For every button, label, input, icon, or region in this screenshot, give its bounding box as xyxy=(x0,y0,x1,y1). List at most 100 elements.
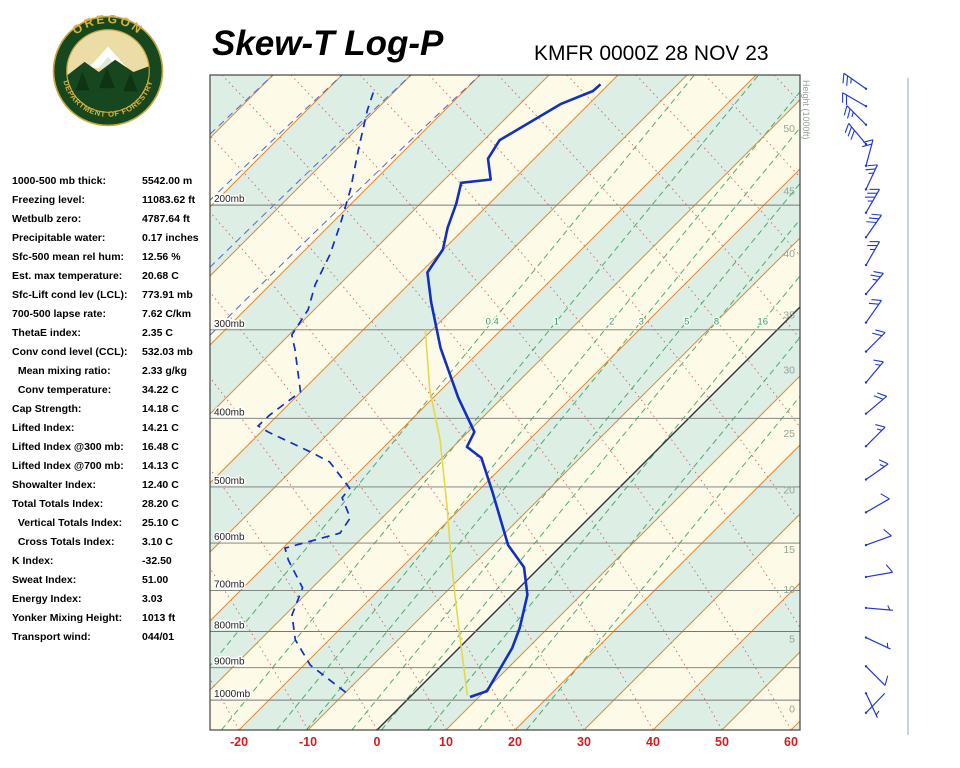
wetbulb-trace xyxy=(424,329,469,696)
index-label: Total Totals Index: xyxy=(12,498,104,510)
index-label: Sweat Index: xyxy=(12,574,77,586)
index-row: Cross Totals Index: 3.10 C xyxy=(12,533,212,552)
index-row: Yonker Mixing Height: 1013 ft xyxy=(12,609,212,628)
index-label: Yonker Mixing Height: xyxy=(12,612,123,624)
index-row: Sfc-Lift cond lev (LCL): 773.91 mb xyxy=(12,286,212,305)
wind-barb xyxy=(844,123,868,146)
index-label: Mean mixing ratio: xyxy=(12,365,111,377)
height-axis-label: 35 xyxy=(783,310,795,322)
axis-labels: 200mb 300mb 400mb 500mb 600mb 700mb 800mb 900mb… xyxy=(213,80,812,749)
index-value: 20.68 C xyxy=(142,270,179,282)
index-label: Freezing level: xyxy=(12,194,85,206)
logo-scene xyxy=(67,46,149,112)
index-label: Showalter Index: xyxy=(12,479,97,491)
index-value: 2.35 C xyxy=(142,327,173,339)
wind-barb xyxy=(864,392,888,415)
height-axis-label: 45 xyxy=(783,185,795,197)
index-label: ThetaE index: xyxy=(12,327,81,339)
temp-axis-label: -20 xyxy=(230,735,248,749)
temp-axis-label: 20 xyxy=(508,735,522,749)
tree-icon xyxy=(98,67,116,89)
wind-barb xyxy=(864,493,890,514)
wind-barb xyxy=(864,241,881,267)
wind-barb xyxy=(864,424,886,448)
wind-barb xyxy=(864,665,889,686)
index-row: Lifted Index @300 mb: 16.48 C xyxy=(12,438,212,457)
index-label: Sfc-500 mean rel hum: xyxy=(12,251,125,263)
index-row: Sweat Index: 51.00 xyxy=(12,571,212,590)
wind-barb xyxy=(864,213,882,239)
index-value: 12.40 C xyxy=(142,479,179,491)
pressure-axis-label: 800mb xyxy=(214,620,245,631)
index-value: 3.10 C xyxy=(142,536,173,548)
mixing-ratio-label: 3 xyxy=(639,317,644,328)
index-value: -32.50 xyxy=(142,555,172,567)
mixing-ratio-label: 16 xyxy=(757,317,768,328)
plot-area xyxy=(210,75,800,730)
index-label: K Index: xyxy=(12,555,54,567)
wind-barb xyxy=(864,692,880,719)
index-label: Transport wind: xyxy=(12,631,91,643)
tree-icon xyxy=(75,72,90,91)
wind-barb xyxy=(864,564,894,579)
index-value: 14.18 C xyxy=(142,403,179,415)
index-value: 2.33 g/kg xyxy=(142,365,187,377)
temp-axis-label: 30 xyxy=(577,735,591,749)
index-row: Sfc-500 mean rel hum: 12.56 % xyxy=(12,248,212,267)
height-axis-label: 20 xyxy=(783,485,795,497)
wind-barb xyxy=(864,359,884,384)
index-label: Conv temperature: xyxy=(12,384,112,396)
index-label: Wetbulb zero: xyxy=(12,213,82,225)
height-axis-label: 5 xyxy=(789,634,795,646)
height-axis-label: 0 xyxy=(789,704,795,716)
index-value: 28.20 C xyxy=(142,498,179,510)
height-axis-label: 50 xyxy=(783,123,795,135)
pressure-axis-label: 200mb xyxy=(214,194,245,205)
temp-axis-label: 60 xyxy=(784,735,798,749)
indices-panel: 1000-500 mb thick: 5542.00 m Freezing leve… xyxy=(12,172,212,647)
index-value: 4787.64 ft xyxy=(142,213,190,225)
index-row: K Index: -32.50 xyxy=(12,552,212,571)
pressure-axis-label: 400mb xyxy=(214,407,245,418)
index-value: 51.00 xyxy=(142,574,169,586)
index-label: Precipitable water: xyxy=(12,232,106,244)
pressure-axis-label: 700mb xyxy=(214,579,245,590)
pressure-axis-label: 500mb xyxy=(214,476,245,487)
index-value: 14.21 C xyxy=(142,422,179,434)
height-axis-label: 15 xyxy=(783,544,795,556)
height-axis-title: Height (1000ft) xyxy=(801,80,811,140)
index-label: Lifted Index: xyxy=(12,422,75,434)
index-value: 16.48 C xyxy=(142,441,179,453)
index-label: Cap Strength: xyxy=(12,403,82,415)
index-label: Vertical Totals Index: xyxy=(12,517,123,529)
index-row: Lifted Index @700 mb: 14.13 C xyxy=(12,457,212,476)
odf-logo: OREGON DEPARTMENT OF FORESTRY xyxy=(52,15,164,127)
index-value: 34.22 C xyxy=(142,384,179,396)
index-value: 25.10 C xyxy=(142,517,179,529)
temp-axis-label: 0 xyxy=(374,735,381,749)
index-row: Cap Strength: 14.18 C xyxy=(12,400,212,419)
index-row: Vertical Totals Index: 25.10 C xyxy=(12,514,212,533)
index-value: 14.13 C xyxy=(142,460,179,472)
index-row: Showalter Index: 12.40 C xyxy=(12,476,212,495)
wind-barb xyxy=(842,92,868,108)
index-label: Cross Totals Index: xyxy=(12,536,115,548)
index-label: Conv cond level (CCL): xyxy=(12,346,128,358)
wind-barb xyxy=(864,329,886,353)
dewpoint-trace xyxy=(256,88,376,693)
index-value: 532.03 mb xyxy=(142,346,193,358)
pressure-axis-label: 900mb xyxy=(214,657,245,668)
index-label: Est. max temperature: xyxy=(12,270,123,282)
temp-axis-label: -10 xyxy=(299,735,317,749)
index-label: Sfc-Lift cond lev (LCL): xyxy=(12,289,128,301)
station-id: KMFR 0000Z 28 NOV 23 xyxy=(534,42,769,65)
index-row: Transport wind: 044/01 xyxy=(12,628,212,647)
mixing-ratio-label: 5 xyxy=(684,317,689,328)
wind-barb xyxy=(843,105,868,126)
tree-icon xyxy=(123,73,138,92)
index-row: Lifted Index: 14.21 C xyxy=(12,419,212,438)
index-label: Lifted Index @700 mb: xyxy=(12,460,124,472)
height-axis-label: 30 xyxy=(783,365,795,377)
wind-barb xyxy=(864,188,881,214)
index-row: Total Totals Index: 28.20 C xyxy=(12,495,212,514)
